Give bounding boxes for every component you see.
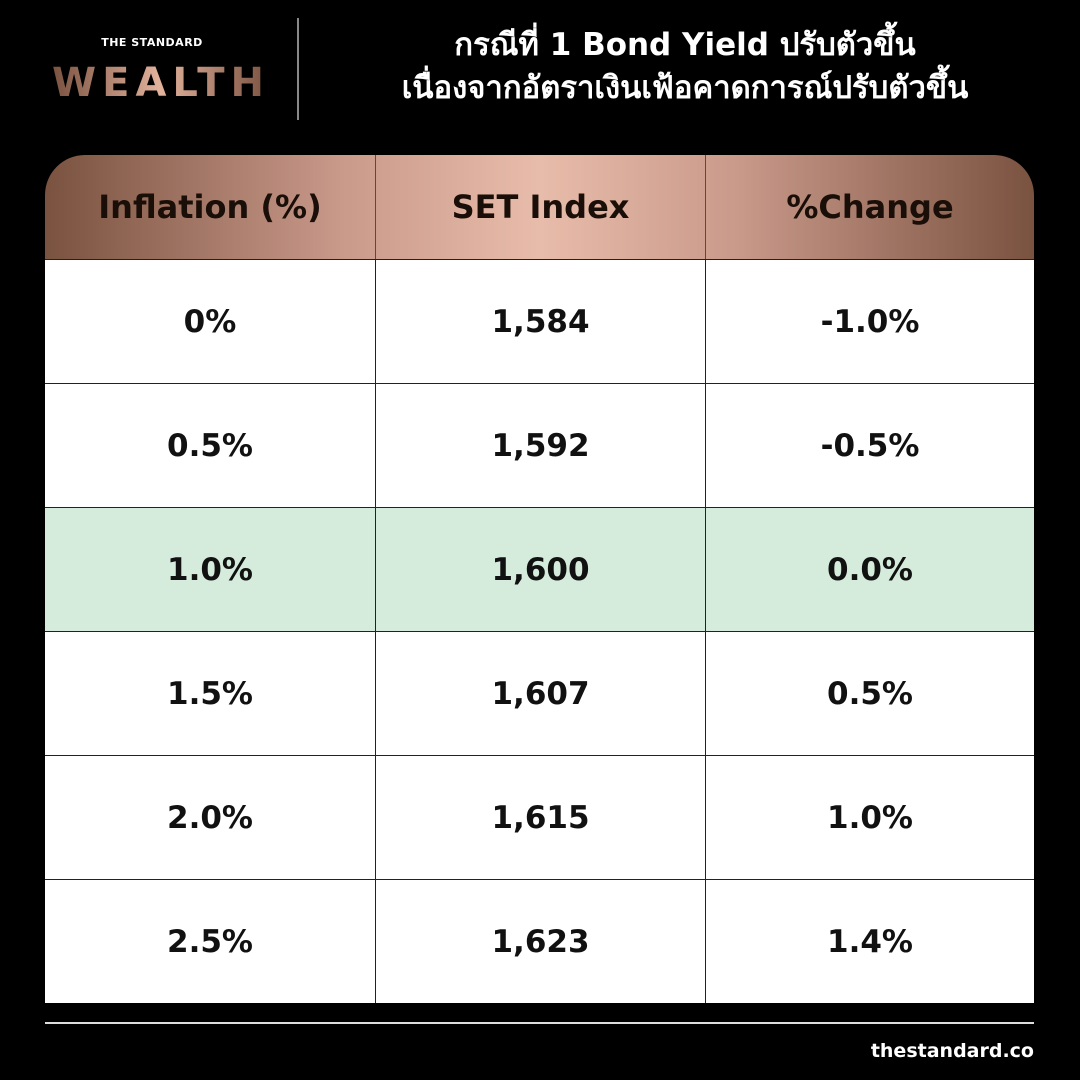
table-cell: 0.5% xyxy=(167,427,253,464)
table-cell: 1,615 xyxy=(375,756,705,879)
title-line: เนื่องจากอัตราเงินเฟ้อคาดการณ์ปรับตัวขึ้… xyxy=(401,70,969,106)
brand: WEALTH xyxy=(52,60,271,106)
column-header: %Change xyxy=(705,155,1034,259)
table-row: 0% 1,584 -1.0% xyxy=(45,259,1034,383)
title: กรณีที่ 1 Bond Yield ปรับตัวขึ้น เนื่องจ… xyxy=(305,24,1065,110)
table-row: 1.0% 1,600 0.0% xyxy=(45,507,1034,631)
table: Inflation (%) SET Index %Change 0% 1,584 -1.0… xyxy=(45,155,1034,1003)
table-row: 2.0% 1,615 1.0% xyxy=(45,755,1034,879)
table-cell: 1.5% xyxy=(167,675,253,712)
table-cell: 0% xyxy=(183,303,237,340)
table-row: 0.5% 1,592 -0.5% xyxy=(45,383,1034,507)
table-cell: 1.4% xyxy=(705,880,1034,1003)
footer-site: thestandard.co xyxy=(870,1040,1034,1062)
table-cell: 1,592 xyxy=(375,384,705,507)
table-cell: 1,623 xyxy=(375,880,705,1003)
table-cell: 1.0% xyxy=(705,756,1034,879)
table-row: 1.5% 1,607 0.5% xyxy=(45,631,1034,755)
table-cell: 0.5% xyxy=(705,632,1034,755)
table-cell: -1.0% xyxy=(705,260,1034,383)
table-row: 2.5% 1,623 1.4% xyxy=(45,879,1034,1003)
table-cell: 1,607 xyxy=(375,632,705,755)
title-line: กรณีที่ 1 Bond Yield ปรับตัวขึ้น xyxy=(454,27,916,63)
table-cell: 2.5% xyxy=(167,923,253,960)
brand-small: THE STANDARD xyxy=(101,36,203,49)
table-cell: 1,584 xyxy=(375,260,705,383)
table-cell: 2.0% xyxy=(167,799,253,836)
footer-line xyxy=(45,1022,1034,1024)
table-cell: -0.5% xyxy=(705,384,1034,507)
table-cell: 1.0% xyxy=(167,551,253,588)
table-cell: 0.0% xyxy=(705,508,1034,631)
table-cell: 1,600 xyxy=(375,508,705,631)
table-header: Inflation (%) SET Index %Change xyxy=(45,155,1034,259)
column-header: SET Index xyxy=(375,155,705,259)
divider xyxy=(297,18,299,120)
column-header: Inflation (%) xyxy=(98,188,322,226)
